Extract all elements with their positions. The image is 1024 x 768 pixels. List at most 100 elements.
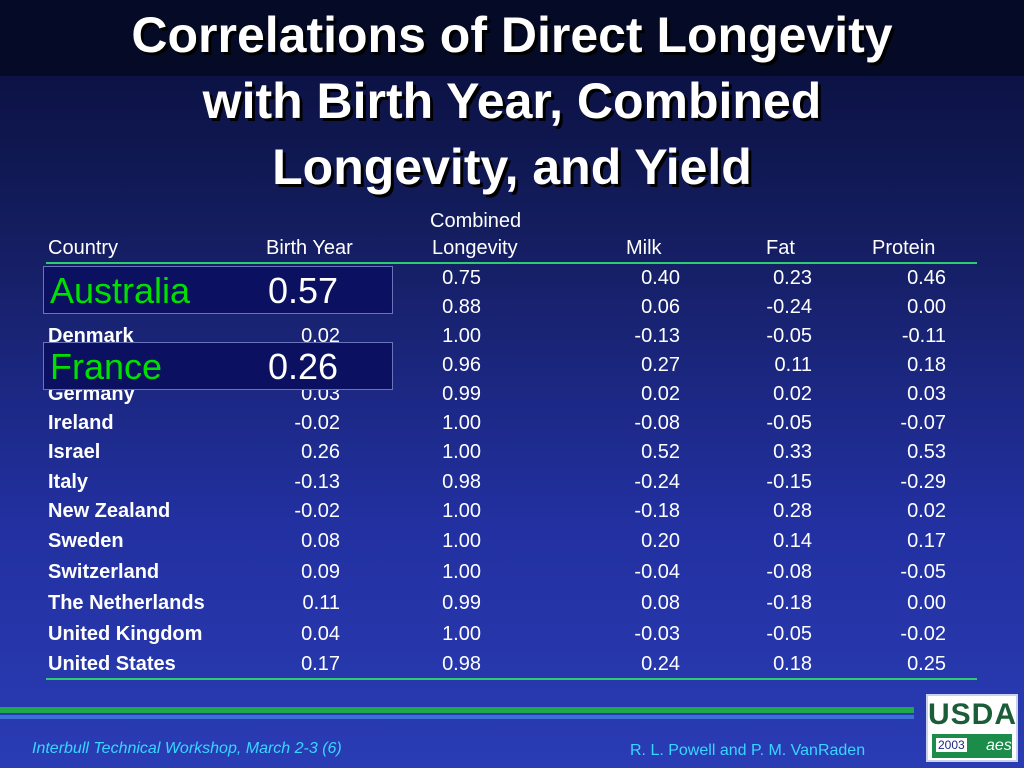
cell-combined-longevity: 0.98: [442, 653, 481, 675]
cell-birth-year: 0.26: [301, 441, 340, 463]
header-combined: Combined: [430, 210, 522, 232]
cell-combined-longevity: 0.88: [442, 296, 481, 318]
cell-milk: -0.03: [634, 623, 680, 645]
table-row: New Zealand -0.02 1.00 -0.18 0.28 0.02: [0, 497, 1024, 525]
header-birth-year: Birth Year: [266, 237, 353, 259]
cell-combined-longevity: 0.96: [442, 354, 481, 376]
title-line-1: Correlations of Direct Longevity: [131, 7, 893, 63]
logo-text: USDA: [928, 698, 1018, 731]
table-row: Israel 0.26 1.00 0.52 0.33 0.53: [0, 438, 1024, 466]
cell-fat: 0.28: [773, 500, 812, 522]
cell-country: Israel: [48, 441, 101, 463]
cell-protein: 0.17: [907, 530, 946, 552]
cell-protein: 0.18: [907, 354, 946, 376]
header-country: Country: [48, 237, 119, 259]
cell-milk: 0.08: [641, 592, 680, 614]
table-row: Denmark 0.02 1.00 -0.13 -0.05 -0.11: [0, 322, 1024, 350]
cell-protein: 0.46: [907, 267, 946, 289]
header-longevity: Longevity: [432, 237, 518, 259]
title-band: [0, 0, 1024, 76]
cell-protein: -0.29: [900, 471, 946, 493]
cell-fat: -0.18: [766, 592, 812, 614]
cell-milk: 0.02: [641, 383, 680, 405]
cell-country: Denmark: [48, 325, 134, 347]
cell-country: The Netherlands: [48, 592, 205, 614]
table-row: Germany 0.03 0.99 0.02 0.02 0.03: [0, 380, 1024, 408]
cell-birth-year: -0.02: [294, 500, 340, 522]
cell-fat: -0.05: [766, 412, 812, 434]
cell-fat: 0.14: [773, 530, 812, 552]
title-line-3: Longevity, and Yield: [272, 139, 752, 195]
cell-combined-longevity: 1.00: [442, 412, 481, 434]
cell-milk: 0.24: [641, 653, 680, 675]
table-row: Italy -0.13 0.98 -0.24 -0.15 -0.29: [0, 468, 1024, 496]
cell-birth-year: 0.04: [301, 623, 340, 645]
footer-blue-bar: [0, 715, 914, 719]
cell-fat: -0.05: [766, 623, 812, 645]
cell-birth-year: 0.11: [302, 592, 340, 614]
cell-milk: -0.08: [634, 412, 680, 434]
title-line-2: with Birth Year, Combined: [202, 73, 822, 129]
table-row: Sweden 0.08 1.00 0.20 0.14 0.17: [0, 527, 1024, 555]
cell-milk: -0.13: [634, 325, 680, 347]
cell-combined-longevity: 1.00: [442, 561, 481, 583]
cell-country: Sweden: [48, 530, 124, 552]
cell-birth-year: 0.09: [301, 561, 340, 583]
callout-france: France 0.26: [43, 342, 393, 390]
callout-value: 0.26: [268, 346, 339, 387]
table-row: 0.75 0.40 0.23 0.46: [0, 264, 1024, 292]
cell-combined-longevity: 1.00: [442, 500, 481, 522]
cell-protein: -0.02: [900, 623, 946, 645]
cell-protein: 0.25: [907, 653, 946, 675]
cell-fat: -0.05: [766, 325, 812, 347]
cell-combined-longevity: 1.00: [442, 623, 481, 645]
cell-milk: 0.40: [641, 267, 680, 289]
cell-fat: 0.23: [773, 267, 812, 289]
cell-country: Ireland: [48, 412, 114, 434]
cell-fat: 0.18: [773, 653, 812, 675]
footer-authors: R. L. Powell and P. M. VanRaden: [630, 742, 866, 759]
cell-milk: 0.20: [641, 530, 680, 552]
usda-logo: USDA 2003 aes: [926, 694, 1018, 762]
table-bottom-rule: [46, 678, 977, 680]
callout-value: 0.57: [268, 270, 339, 311]
table-row: Ireland -0.02 1.00 -0.08 -0.05 -0.07: [0, 409, 1024, 437]
callout-australia: Australia 0.57: [43, 266, 393, 314]
table-row: Switzerland 0.09 1.00 -0.04 -0.08 -0.05: [0, 558, 1024, 586]
header-protein: Protein: [872, 237, 936, 259]
header-milk: Milk: [626, 237, 662, 259]
table-row: United States 0.17 0.98 0.24 0.18 0.25: [0, 650, 1024, 678]
cell-combined-longevity: 1.00: [442, 441, 481, 463]
cell-milk: 0.52: [641, 441, 680, 463]
cell-fat: -0.24: [766, 296, 812, 318]
cell-protein: 0.02: [907, 500, 946, 522]
cell-fat: -0.15: [766, 471, 812, 493]
logo-year: 2003: [936, 738, 967, 752]
cell-fat: 0.33: [773, 441, 812, 463]
cell-birth-year: -0.02: [294, 412, 340, 434]
slide-title: Correlations of Direct Longevity with Bi…: [0, 2, 1024, 200]
table-row: 0.88 0.06 -0.24 0.00: [0, 293, 1024, 321]
cell-milk: -0.18: [634, 500, 680, 522]
cell-birth-year: 0.02: [301, 325, 340, 347]
cell-fat: 0.11: [774, 354, 812, 376]
cell-combined-longevity: 0.99: [442, 592, 481, 614]
cell-birth-year: 0.17: [301, 653, 340, 675]
cell-protein: 0.00: [907, 592, 946, 614]
cell-combined-longevity: 0.99: [442, 383, 481, 405]
aes-logo-icon: aes: [986, 737, 1012, 754]
cell-birth-year: -0.13: [294, 471, 340, 493]
callout-country: France: [50, 346, 163, 387]
header-rule: [46, 262, 977, 264]
header-fat: Fat: [766, 237, 795, 259]
cell-milk: 0.06: [641, 296, 680, 318]
footer-event: Interbull Technical Workshop, March 2-3 …: [32, 740, 342, 757]
cell-protein: 0.53: [907, 441, 946, 463]
cell-combined-longevity: 0.98: [442, 471, 481, 493]
cell-protein: 0.03: [907, 383, 946, 405]
table-row: The Netherlands 0.11 0.99 0.08 -0.18 0.0…: [0, 589, 1024, 617]
cell-protein: -0.07: [900, 412, 946, 434]
footer-green-bar: [0, 707, 914, 713]
cell-fat: 0.02: [773, 383, 812, 405]
cell-combined-longevity: 0.75: [442, 267, 481, 289]
